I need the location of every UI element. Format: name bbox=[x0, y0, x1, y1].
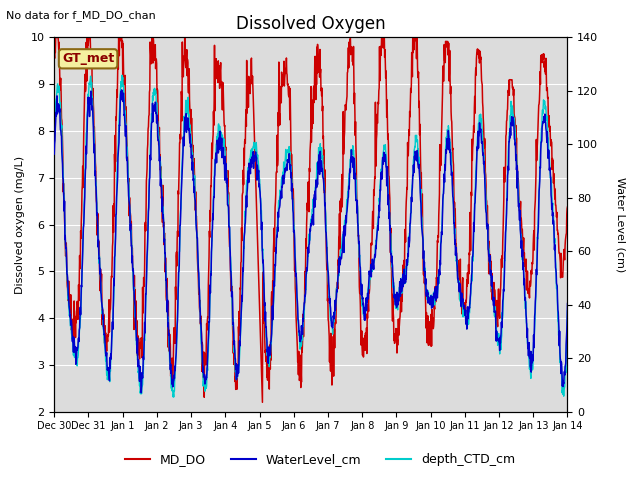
Legend: MD_DO, WaterLevel_cm, depth_CTD_cm: MD_DO, WaterLevel_cm, depth_CTD_cm bbox=[120, 448, 520, 471]
Text: No data for f_MD_DO_chan: No data for f_MD_DO_chan bbox=[6, 10, 156, 21]
Text: GT_met: GT_met bbox=[62, 52, 114, 65]
Title: Dissolved Oxygen: Dissolved Oxygen bbox=[236, 15, 386, 33]
Y-axis label: Dissolved oxygen (mg/L): Dissolved oxygen (mg/L) bbox=[15, 156, 25, 294]
Y-axis label: Water Level (cm): Water Level (cm) bbox=[615, 177, 625, 272]
